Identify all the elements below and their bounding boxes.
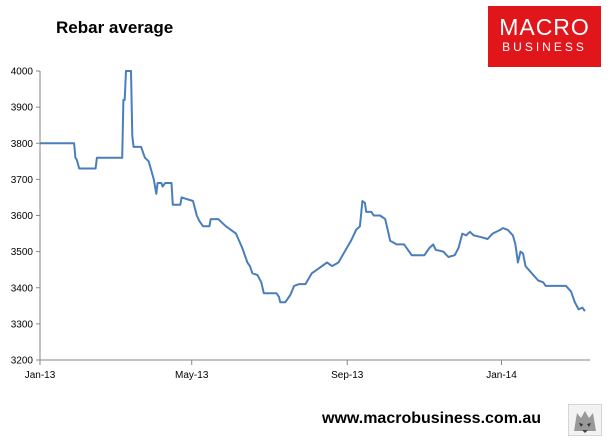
footer-url[interactable]: www.macrobusiness.com.au (322, 410, 542, 427)
chart-ticks: 3200 3300 3400 3500 3600 3700 3800 3900 4000 Jan-… (11, 67, 517, 382)
y-tick-label: 4000 (11, 67, 34, 78)
y-tick-label: 3700 (11, 175, 34, 186)
rebar-price-line (40, 70, 586, 312)
logo-line-1: MACRO (499, 14, 590, 40)
y-tick-label: 3800 (11, 139, 34, 150)
x-tick-label: Jan-13 (25, 370, 56, 381)
y-tick-label: 3200 (11, 356, 34, 367)
x-tick-label: Jan-14 (486, 370, 517, 381)
chart-title: Rebar average (56, 18, 174, 37)
x-tick-label: Sep-13 (331, 370, 364, 381)
logo-line-2: BUSINESS (502, 40, 587, 54)
y-tick-label: 3900 (11, 103, 34, 114)
macrobusiness-logo: MACRO BUSINESS (488, 6, 601, 67)
x-tick-label: May-13 (175, 370, 209, 381)
y-tick-label: 3400 (11, 283, 34, 294)
y-tick-label: 3500 (11, 247, 34, 258)
y-tick-label: 3600 (11, 211, 34, 222)
wolf-mascot-icon (568, 404, 602, 436)
y-tick-label: 3300 (11, 319, 34, 330)
chart-series (40, 70, 586, 312)
